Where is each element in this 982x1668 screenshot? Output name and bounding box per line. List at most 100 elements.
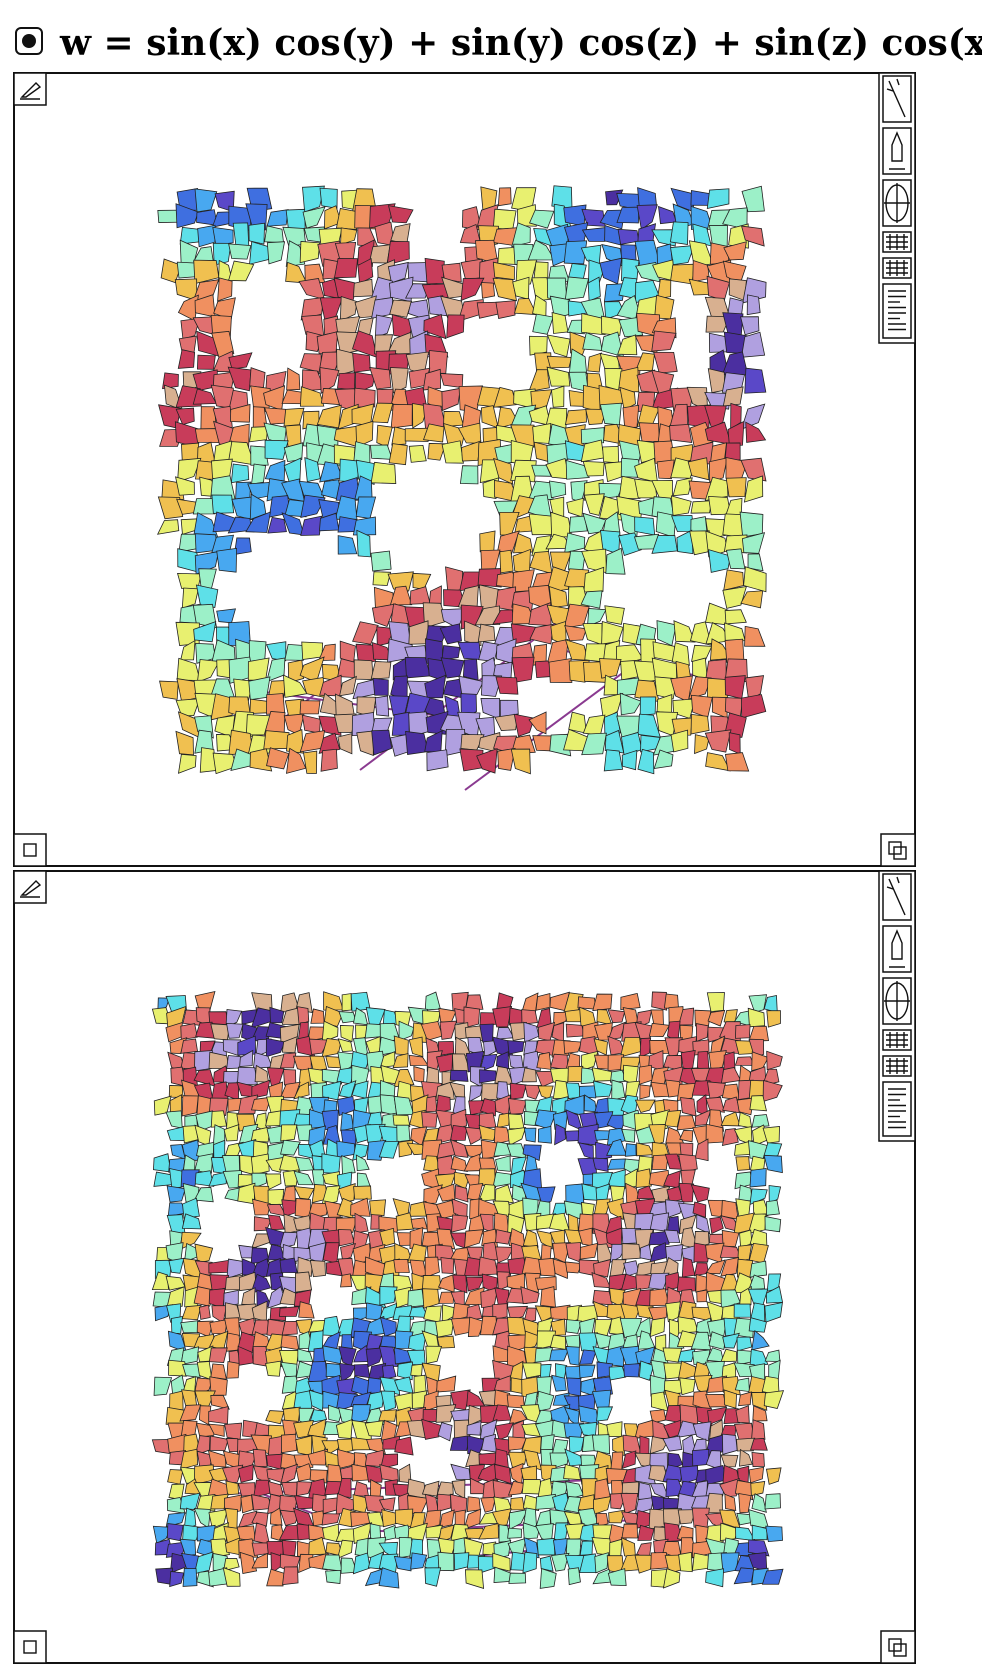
mesh-cell [436, 1053, 454, 1073]
corner-button[interactable] [880, 833, 916, 867]
mesh-cell [180, 1023, 198, 1041]
tool-button[interactable] [882, 127, 912, 175]
mesh-cell [395, 1212, 415, 1231]
mesh-cell [607, 1568, 627, 1587]
mesh-cell [612, 1434, 625, 1457]
mesh-cell [648, 1230, 671, 1246]
mesh-cell [437, 1551, 455, 1572]
mesh-cell [450, 1124, 468, 1141]
mesh-cell [225, 1480, 239, 1496]
mesh-cell [621, 1450, 637, 1469]
mesh-cell [546, 355, 573, 369]
mesh-cell [459, 465, 479, 485]
mesh-cell [493, 1375, 511, 1392]
mesh-cell [592, 993, 613, 1012]
mesh-cell [208, 1406, 229, 1425]
mesh-cell [192, 498, 218, 515]
mesh-cell [529, 623, 554, 645]
mesh-cell [510, 1496, 525, 1511]
mesh-cell [422, 368, 442, 391]
mesh-cell [536, 1230, 553, 1250]
tool-button[interactable] [882, 925, 912, 973]
mesh-cell [170, 1316, 183, 1334]
mesh-cell [284, 643, 308, 661]
mesh-cell [507, 1040, 525, 1055]
mesh-cell [436, 1375, 457, 1393]
mesh-cell [222, 1039, 242, 1057]
mesh-cell [751, 1493, 767, 1513]
mesh-cell [608, 1509, 626, 1524]
mesh-cell [507, 1098, 527, 1115]
mesh-cell [460, 277, 485, 302]
corner-button[interactable] [13, 1630, 47, 1664]
corner-button[interactable] [880, 1630, 916, 1664]
mesh-cell [601, 315, 623, 336]
mesh-cell [508, 1408, 528, 1426]
mesh-cell [211, 330, 235, 358]
corner-button[interactable] [13, 833, 47, 867]
mesh-cell [212, 226, 234, 246]
mesh-cell [599, 692, 624, 721]
mesh-cell [224, 1317, 240, 1337]
mesh-cell [437, 1421, 453, 1442]
mesh-cell [724, 609, 747, 625]
mesh-cell [389, 299, 413, 318]
mesh-cell [705, 1524, 724, 1543]
icon [23, 1640, 37, 1654]
mesh-cell [548, 658, 573, 683]
mesh-cell [279, 1154, 301, 1173]
mesh-cell [337, 1478, 352, 1498]
mesh-cell [321, 1153, 341, 1174]
mesh-cell [740, 457, 767, 482]
mesh-cell [621, 749, 638, 771]
mesh-cell [421, 1111, 438, 1128]
mesh-cell [437, 1493, 452, 1513]
mesh-cell [464, 1569, 485, 1589]
mesh-cell [374, 695, 390, 717]
mesh-cell [520, 1286, 540, 1305]
mesh-cell [688, 676, 712, 700]
mesh-cell [564, 1366, 582, 1380]
mesh-cell [236, 1066, 258, 1086]
mesh-cell [221, 1464, 244, 1484]
mesh-cell [565, 1345, 580, 1366]
mesh-cell [522, 1050, 541, 1072]
mesh-cell [376, 626, 395, 647]
mesh-cell [676, 1082, 697, 1102]
mesh-cell [196, 1494, 216, 1512]
mesh-cell [353, 1363, 371, 1379]
mesh-cell [521, 1479, 542, 1495]
mesh-cell [250, 1126, 271, 1143]
mesh-cell [653, 351, 678, 374]
mesh-cell [520, 1182, 541, 1202]
corner-button[interactable] [13, 870, 47, 904]
mesh-cell [581, 1050, 599, 1072]
mesh-cell [687, 457, 710, 481]
mesh-cell [639, 1084, 651, 1100]
icon [886, 876, 906, 916]
mesh-cell [492, 1303, 508, 1321]
mesh-cell [175, 730, 194, 756]
mesh-cell [691, 1507, 710, 1529]
mesh-cell [165, 1512, 186, 1528]
mesh-cell [678, 1551, 693, 1573]
mesh-cell [230, 463, 250, 484]
mesh-cell [679, 1377, 696, 1396]
tool-button[interactable] [882, 1081, 912, 1137]
mesh-cell [677, 1509, 697, 1525]
mesh-cell [679, 1129, 694, 1143]
mesh-cell [251, 1079, 271, 1099]
mesh-cell [565, 1023, 585, 1038]
mesh-cell [662, 1435, 683, 1452]
mesh-cell [635, 1346, 656, 1364]
mesh-cell [694, 1138, 709, 1162]
mesh-cell [764, 1215, 782, 1233]
mesh-cell [763, 1390, 785, 1409]
mesh-cell [496, 1112, 511, 1129]
mesh-cell [427, 443, 447, 461]
mesh-cell [169, 1390, 184, 1411]
mesh-cell [696, 1213, 711, 1235]
mesh-cell [719, 1522, 739, 1542]
mesh-cell [293, 1170, 314, 1186]
mesh-cell [338, 1183, 356, 1203]
